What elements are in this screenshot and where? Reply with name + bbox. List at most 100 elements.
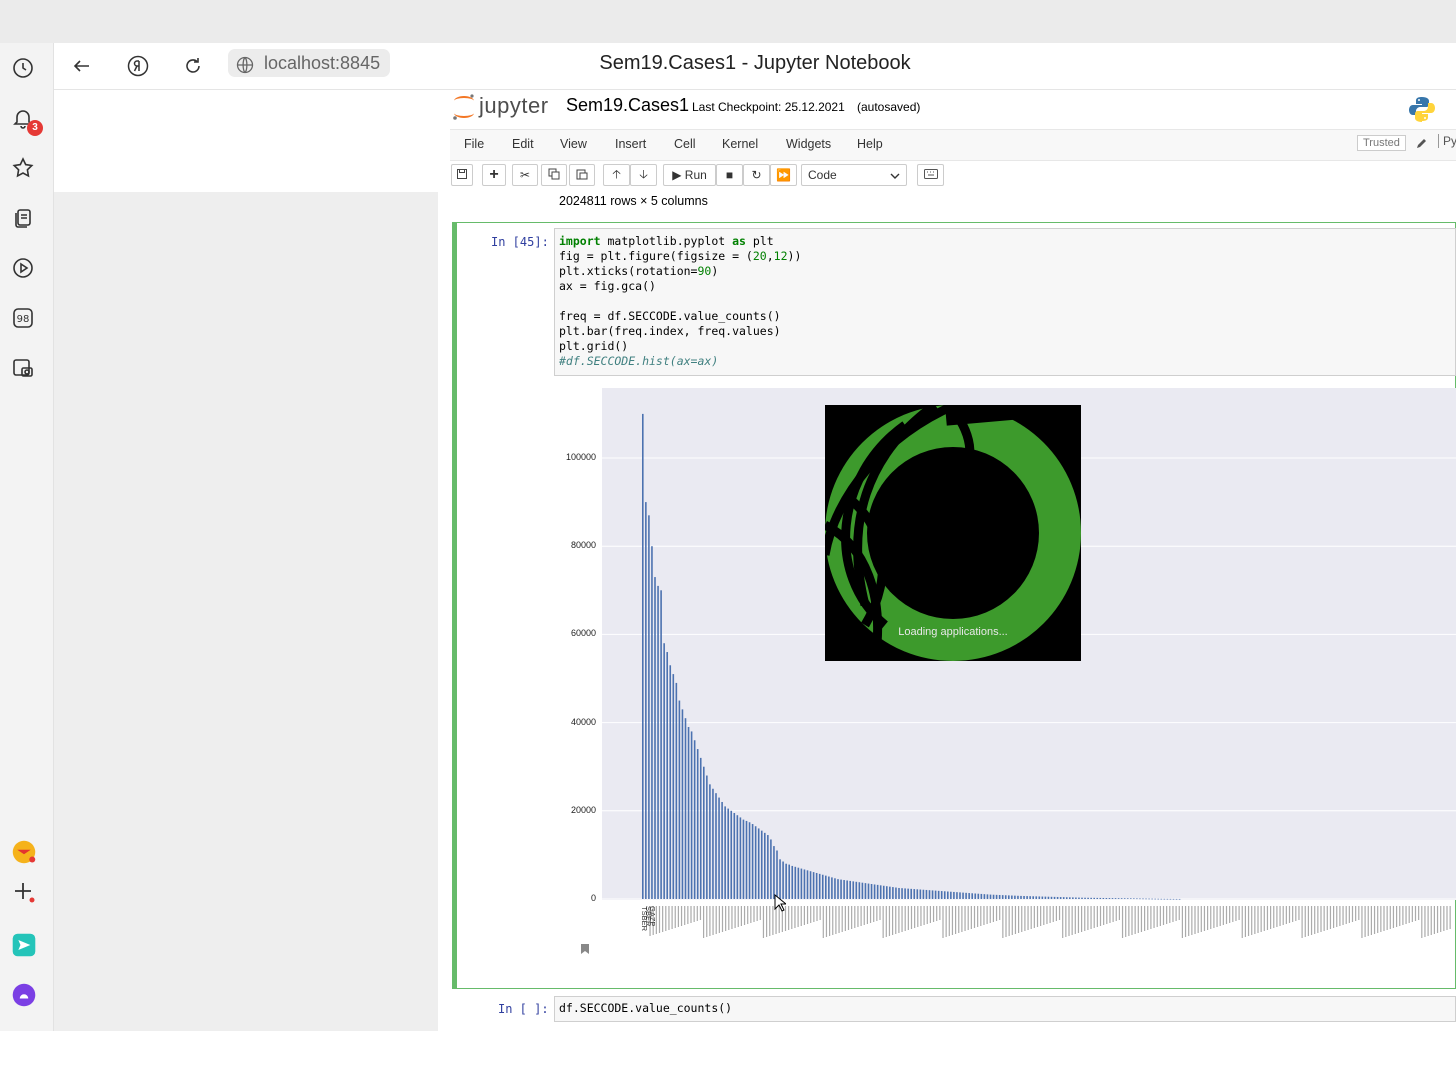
x-tick-label: [797, 906, 799, 927]
x-tick-label: [1396, 906, 1398, 927]
restart-run-all-button[interactable]: ⏩: [770, 164, 797, 186]
radio-98-icon[interactable]: 98: [10, 305, 36, 331]
history-icon[interactable]: [10, 55, 36, 81]
notebook-title[interactable]: Sem19.Cases1: [566, 95, 690, 115]
code-editor[interactable]: import matplotlib.pyplot as plt fig = plt…: [554, 228, 1456, 376]
checkpoint-text: Last Checkpoint: 25.12.2021: [692, 100, 845, 114]
kernel-indicator[interactable]: Py: [1438, 134, 1456, 148]
alice-assistant-icon[interactable]: [7, 978, 41, 1012]
x-tick-label: [1348, 906, 1350, 923]
screenshot-icon[interactable]: [10, 355, 36, 381]
code-line: #df.SECCODE.hist(ax=ax): [559, 354, 719, 368]
trusted-indicator[interactable]: Trusted: [1357, 135, 1406, 151]
bar: [812, 872, 815, 899]
bar: [1059, 897, 1062, 899]
x-tick-label: [1225, 906, 1228, 924]
bar: [858, 882, 861, 899]
x-tick-label: [1011, 906, 1013, 935]
menu-insert[interactable]: Insert: [615, 137, 647, 151]
x-tick-label: [712, 906, 714, 935]
x-tick-label: [1399, 906, 1401, 926]
notifications-icon[interactable]: 3: [10, 105, 43, 136]
insert-cell-button[interactable]: +: [482, 164, 506, 186]
move-up-button[interactable]: 🡡: [603, 164, 630, 186]
bar: [852, 881, 855, 899]
collections-icon[interactable]: [10, 205, 36, 231]
x-tick-label: [1329, 906, 1332, 929]
bar: [800, 868, 803, 899]
code-editor-2[interactable]: df.SECCODE.value_counts(): [554, 996, 1456, 1022]
bar: [965, 892, 967, 899]
menu-edit[interactable]: Edit: [512, 137, 534, 151]
menu-cell[interactable]: Cell: [674, 137, 696, 151]
bar: [1053, 896, 1056, 899]
x-tick-label: [1018, 906, 1020, 933]
output-bookmark-button[interactable]: [571, 937, 599, 965]
y-tick-label: 80000: [570, 540, 596, 551]
bar: [1069, 897, 1071, 899]
bar: [943, 891, 946, 899]
x-tick-label: [1166, 906, 1168, 924]
menu-file[interactable]: File: [464, 137, 485, 151]
x-tick-label: [1402, 906, 1404, 925]
reload-icon[interactable]: [178, 51, 208, 81]
x-tick-label: [929, 906, 931, 923]
add-app-plus-icon[interactable]: [10, 878, 36, 904]
bar: [992, 894, 995, 899]
x-tick-label: [1370, 906, 1372, 935]
bar: [950, 891, 952, 899]
bar: [645, 502, 647, 899]
menu-view[interactable]: View: [560, 137, 587, 151]
interrupt-button[interactable]: ■: [716, 164, 743, 186]
edit-pencil-icon[interactable]: [1416, 136, 1428, 154]
x-tick-label: [1285, 906, 1287, 924]
x-tick-label: [1197, 906, 1199, 933]
address-bar[interactable]: localhost:8845: [228, 49, 391, 77]
bar: [764, 832, 766, 899]
x-tick-label: [838, 906, 840, 933]
x-tick-label: [1055, 906, 1057, 921]
move-down-button[interactable]: 🡣: [630, 164, 657, 186]
x-tick-label: [1411, 906, 1413, 922]
restart-button[interactable]: ↻: [743, 164, 770, 186]
jupyter-logo-icon[interactable]: [450, 92, 496, 122]
back-arrow-icon[interactable]: [67, 51, 97, 81]
x-tick-label: [1134, 906, 1136, 934]
cut-button[interactable]: ✂: [512, 164, 538, 186]
x-tick-label: [1408, 906, 1410, 923]
bar: [898, 887, 900, 899]
menu-widgets[interactable]: Widgets: [786, 137, 832, 151]
site-globe-icon[interactable]: [236, 54, 254, 82]
messenger-app-icon[interactable]: [7, 928, 41, 962]
x-tick-label: [1040, 906, 1042, 926]
y-tick-label: 40000: [570, 716, 596, 727]
cell-type-select[interactable]: Code: [801, 164, 907, 186]
save-button[interactable]: [451, 164, 473, 186]
x-tick-label: GAZP: [648, 906, 657, 926]
copy-button[interactable]: [541, 164, 567, 186]
cell-type-value: Code: [808, 168, 837, 182]
yandex-logo-icon[interactable]: [123, 51, 153, 81]
x-tick-label: [1345, 906, 1347, 924]
browser-sidebar: 3 98: [0, 43, 54, 1031]
x-tick-label: [1112, 906, 1114, 922]
favorites-star-icon[interactable]: [10, 155, 36, 181]
video-play-icon[interactable]: [10, 255, 36, 281]
svg-text:98: 98: [17, 314, 30, 325]
bar: [895, 887, 897, 899]
menu-kernel[interactable]: Kernel: [722, 137, 759, 151]
x-tick-label: [1150, 906, 1152, 929]
mail-app-icon[interactable]: [8, 836, 40, 868]
command-palette-button[interactable]: [917, 164, 944, 186]
x-tick-label: [1307, 906, 1309, 936]
bar: [699, 757, 702, 899]
notebook-left-margin: [54, 192, 438, 1031]
paste-button[interactable]: [569, 164, 595, 186]
x-tick-label: [1235, 906, 1237, 921]
bar: [959, 892, 961, 899]
run-button[interactable]: ▶ Run: [663, 164, 716, 186]
url-text[interactable]: localhost:8845: [264, 53, 381, 73]
menu-help[interactable]: Help: [857, 137, 883, 151]
bar: [849, 880, 851, 899]
bar: [974, 893, 977, 899]
